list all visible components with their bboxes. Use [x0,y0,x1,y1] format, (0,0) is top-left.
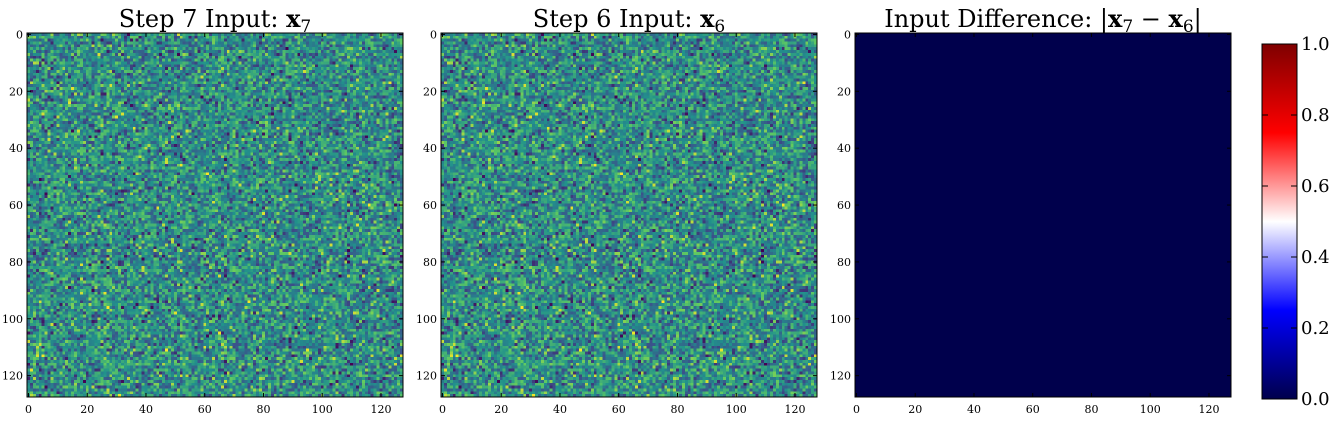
x-tick-label: 0 [439,403,446,416]
colorbar-tick-label: 0.8 [1301,105,1329,126]
y-tick-label: 40 [9,142,23,155]
heatmap-panel-1: Step 7 Input: x7 0 20 40 60 80 100 120 0 20 40 60 80… [2,4,404,416]
heatmap-image [27,33,403,397]
panel-title-var: x [700,4,715,33]
panel-title-op: − [1133,5,1168,33]
x-tick-label: 120 [784,403,805,416]
x-tick-label: 20 [80,403,94,416]
x-tick-label: 60 [612,403,626,416]
panel-title-sub: 6 [714,17,725,37]
y-tick-label: 120 [416,370,437,383]
y-tick-label: 20 [9,85,23,98]
colorbar-tick-label: 0.0 [1301,389,1329,410]
x-tick-label: 40 [553,403,567,416]
y-tick-label: 60 [423,199,437,212]
axes-frame [26,32,404,398]
y-tick-label: 60 [837,199,851,212]
panel-title-sub: 7 [1122,17,1133,37]
y-tick-label: 120 [830,370,851,383]
panel-title-var2: x [1169,4,1184,33]
heatmap-panel-2: Step 6 Input: x60 20 40 60 80 100 120020406080… [416,4,818,416]
heatmap-panel-3: Input Difference: |x7 − x6|0 20 40 60 80 100 1… [830,4,1232,416]
x-tick-label: 0 [853,403,860,416]
x-tick-label: 80 [256,403,270,416]
y-tick-label: 80 [9,256,23,269]
y-tick-label: 80 [837,256,851,269]
y-tick-label: 20 [423,85,437,98]
panel-title-suffix: | [1194,5,1202,34]
y-tick-label: 40 [423,142,437,155]
y-tick-label: 0 [430,28,437,41]
x-tick-label: 40 [139,403,153,416]
panel-title-prefix: Step 6 Input: [533,5,700,33]
y-tick-label: 100 [416,313,437,326]
y-tick-label: 100 [2,313,23,326]
y-tick-label: 0 [16,28,23,41]
colorbar-bar [1261,43,1298,400]
x-tick-label: 100 [726,403,747,416]
y-tick-label: 100 [830,313,851,326]
y-tick-label: 40 [837,142,851,155]
panel-title: Step 7 Input: x7 [119,4,311,37]
y-tick-label: 80 [423,256,437,269]
x-tick-label: 80 [670,403,684,416]
x-tick-label: 100 [1140,403,1161,416]
colorbar: 0.0 0.2 0.4 0.6 0.8 1.0 [1261,34,1329,410]
x-tick-label: 60 [198,403,212,416]
panel-title-sub: 7 [300,17,311,37]
panels: Step 7 Input: x70 20 40 60 80 100 120020406080… [2,4,1232,416]
heatmap-image [441,33,817,397]
colorbar-tick-label: 0.4 [1301,247,1329,268]
x-tick-label: 100 [312,403,333,416]
heatmap-image [855,33,1231,397]
panel-title-sub2: 6 [1183,17,1194,37]
x-tick-label: 80 [1084,403,1098,416]
y-tick-label: 20 [837,85,851,98]
colorbar-tick-label: 1.0 [1301,34,1329,55]
colorbar-tick-label: 0.2 [1301,318,1329,339]
x-tick-label: 20 [494,403,508,416]
x-tick-label: 0 [25,403,32,416]
panel-title-var: x [1108,4,1123,33]
y-tick-label: 0 [844,28,851,41]
x-tick-label: 60 [1026,403,1040,416]
y-tick-label: 60 [9,199,23,212]
x-tick-label: 40 [967,403,981,416]
colorbar-tick-label: 0.6 [1301,176,1329,197]
panel-title-prefix: Step 7 Input: [119,5,286,33]
panel-title-prefix: Input Difference: | [884,5,1108,34]
axes-frame [854,32,1232,398]
x-tick-label: 120 [370,403,391,416]
x-tick-label: 120 [1198,403,1219,416]
panel-title-var: x [286,4,301,33]
panel-title: Input Difference: |x7 − x6| [884,4,1202,37]
y-tick-label: 120 [2,370,23,383]
x-tick-label: 20 [908,403,922,416]
panel-title: Step 6 Input: x6 [533,4,725,37]
axes-frame [440,32,818,398]
